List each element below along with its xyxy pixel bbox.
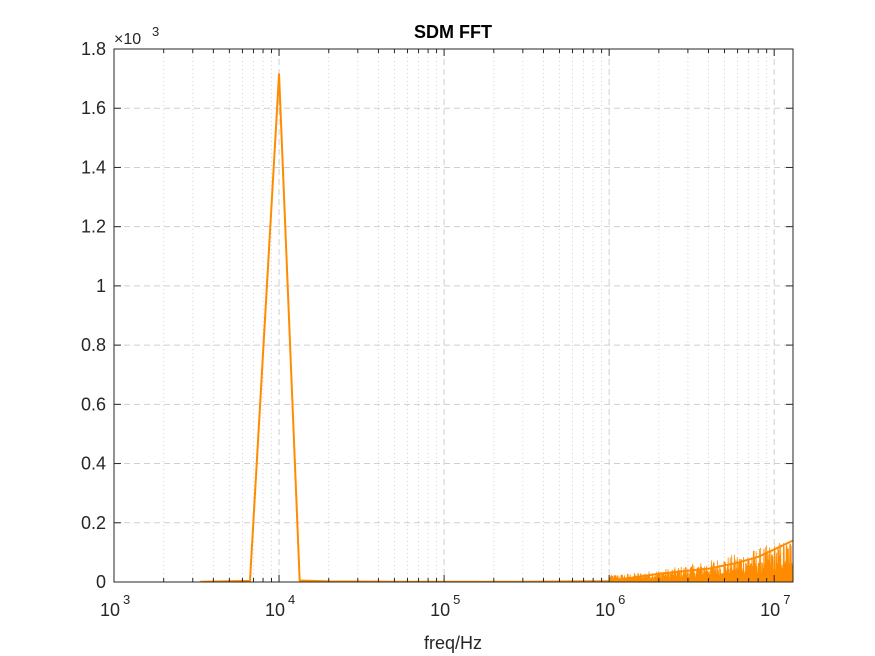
noise-floor	[608, 542, 793, 582]
y-tick-label: 0.4	[81, 454, 106, 474]
x-tick-base: 10	[100, 600, 120, 620]
y-tick-label: 0.6	[81, 394, 106, 414]
x-tick-exponent: 3	[123, 592, 130, 607]
x-tick-label: 103	[100, 592, 130, 620]
y-tick-label: 0	[96, 572, 106, 592]
x-tick-label: 107	[760, 592, 790, 620]
y-multiplier: ×10 3	[114, 24, 159, 48]
ticks	[113, 48, 793, 583]
plot-area-background	[114, 49, 793, 582]
x-tick-label: 105	[430, 592, 460, 620]
y-multiplier-base: ×10	[114, 31, 141, 48]
y-tick-label: 1	[96, 276, 106, 296]
x-tick-base: 10	[265, 600, 285, 620]
grid	[113, 48, 793, 583]
x-tick-base: 10	[760, 600, 780, 620]
y-tick-label: 1.4	[81, 157, 106, 177]
x-tick-base: 10	[595, 600, 615, 620]
chart-title: SDM FFT	[414, 22, 492, 42]
plot-frame	[113, 48, 794, 583]
y-tick-label: 0.2	[81, 513, 106, 533]
y-multiplier-exponent: 3	[152, 24, 159, 39]
x-tick-label: 106	[595, 592, 625, 620]
x-tick-exponent: 6	[618, 592, 625, 607]
x-tick-exponent: 7	[783, 592, 790, 607]
x-tick-exponent: 4	[288, 592, 295, 607]
y-tick-label: 1.8	[81, 39, 106, 59]
y-tick-label: 0.8	[81, 335, 106, 355]
x-tick-label: 104	[265, 592, 295, 620]
y-tick-label: 1.6	[81, 98, 106, 118]
y-tick-labels: 0 0.2 0.4 0.6 0.8 1 1.2 1.4 1.6 1.8	[81, 39, 106, 592]
x-axis-label: freq/Hz	[424, 633, 482, 653]
y-tick-label: 1.2	[81, 217, 106, 237]
x-tick-base: 10	[430, 600, 450, 620]
x-tick-exponent: 5	[453, 592, 460, 607]
